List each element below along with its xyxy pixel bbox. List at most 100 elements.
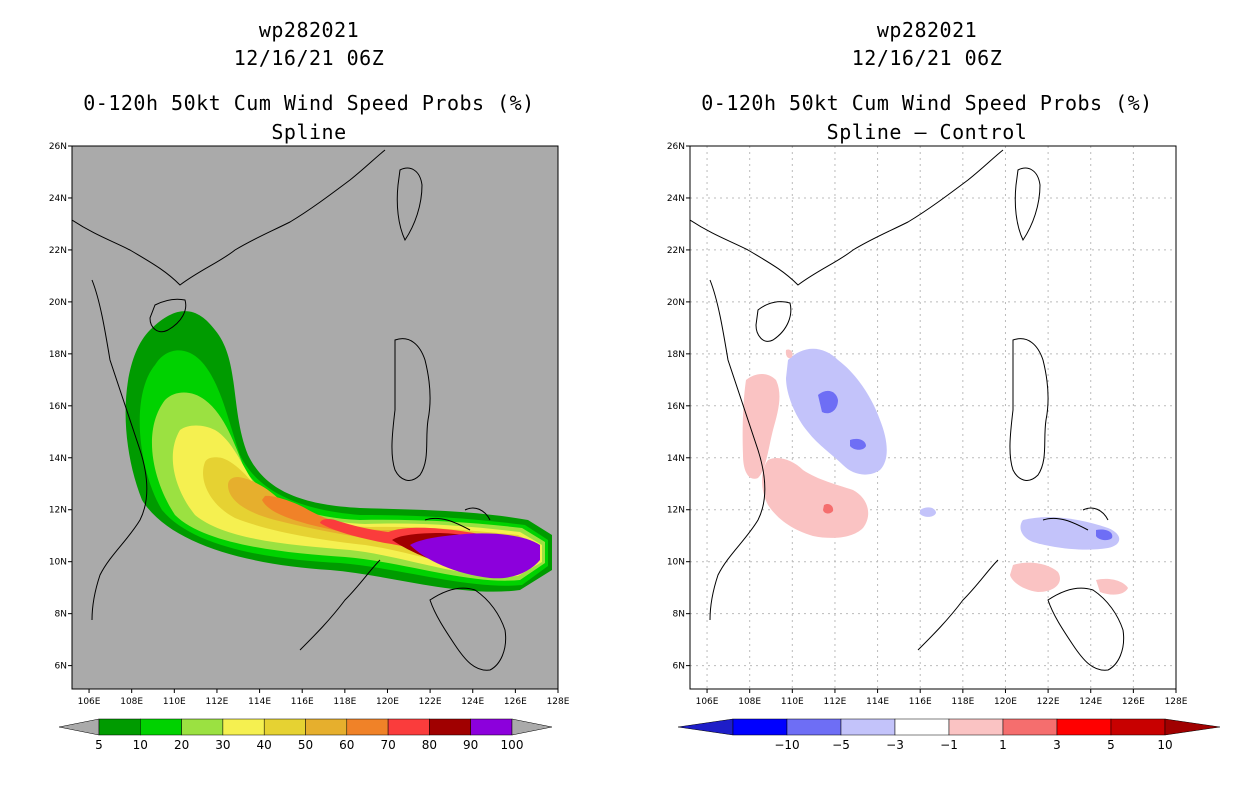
lon-tick-label: 128E bbox=[547, 697, 570, 707]
lat-tick-label: 20N bbox=[667, 298, 685, 308]
colorbar-label: −3 bbox=[886, 738, 904, 752]
lon-tick-label: 110E bbox=[163, 697, 186, 707]
prob-100 bbox=[410, 533, 540, 579]
lon-tick-label: 114E bbox=[866, 697, 889, 707]
lon-tick-label: 108E bbox=[120, 697, 143, 707]
colorbar-swatch bbox=[1110, 718, 1166, 736]
colorbar-label: 90 bbox=[463, 738, 478, 752]
colorbar-swatch bbox=[181, 718, 224, 736]
colorbar-label: 3 bbox=[1053, 738, 1061, 752]
lat-tick-label: 18N bbox=[667, 350, 685, 360]
lon-tick-label: 110E bbox=[781, 697, 804, 707]
lat-tick-label: 26N bbox=[49, 142, 67, 152]
lat-tick-label: 8N bbox=[673, 610, 685, 620]
diff-pos-3 bbox=[823, 503, 834, 514]
difference-contours bbox=[690, 149, 1128, 671]
product-title: 0-120h 50kt Cum Wind Speed Probs (%) bbox=[83, 91, 535, 115]
diff-neg-3c bbox=[1096, 529, 1113, 541]
lon-tick-label: 112E bbox=[824, 697, 847, 707]
colorbar-swatch bbox=[1002, 718, 1058, 736]
lat-tick-label: 24N bbox=[667, 194, 685, 204]
storm-id: wp282021 bbox=[258, 18, 360, 42]
colorbar-low-arrow bbox=[58, 718, 100, 736]
coastline bbox=[72, 149, 507, 671]
diff-pos-1d bbox=[1096, 578, 1128, 595]
lat-tick-label: 20N bbox=[49, 298, 67, 308]
colorbar-label: 10 bbox=[1157, 738, 1172, 752]
colorbar-label: 20 bbox=[174, 738, 189, 752]
axis-ticks: 106E 108E 110E 112E 114E 116E 118E 120E 122E 124E… bbox=[49, 142, 570, 707]
colorbar-label: −1 bbox=[940, 738, 958, 752]
axis-ticks: 106E 108E 110E 112E 114E 116E 118E 120E 122E 124E… bbox=[667, 142, 1188, 707]
colorbar-label: 80 bbox=[422, 738, 437, 752]
lon-tick-label: 126E bbox=[504, 697, 527, 707]
lon-tick-label: 116E bbox=[909, 697, 932, 707]
lon-tick-label: 116E bbox=[291, 697, 314, 707]
datetime: 12/16/21 06Z bbox=[233, 46, 385, 70]
probability-panel: wp282021 12/16/21 06Z 0-120h 50kt Cum Wi… bbox=[49, 18, 570, 752]
colorbar-label: 100 bbox=[501, 738, 524, 752]
lon-tick-label: 124E bbox=[1079, 697, 1102, 707]
lon-tick-label: 118E bbox=[951, 697, 974, 707]
lat-tick-label: 22N bbox=[49, 246, 67, 256]
datetime: 12/16/21 06Z bbox=[851, 46, 1003, 70]
diff-pos-1e bbox=[785, 349, 793, 359]
colorbar-swatch bbox=[894, 718, 950, 736]
diff-pos-1c bbox=[1010, 562, 1060, 592]
difference-colorbar: −10 −5 −3 −1 1 3 5 10 bbox=[677, 718, 1221, 752]
lat-tick-label: 24N bbox=[49, 194, 67, 204]
diff-neg-3 bbox=[818, 390, 838, 414]
colorbar-swatch bbox=[429, 718, 471, 736]
colorbar-swatch bbox=[98, 718, 141, 736]
colorbar-swatch bbox=[346, 718, 389, 736]
lon-tick-label: 112E bbox=[206, 697, 229, 707]
lat-tick-label: 10N bbox=[667, 558, 685, 568]
colorbar-low-arrow bbox=[677, 718, 734, 736]
coastline bbox=[690, 149, 1125, 671]
lat-tick-label: 6N bbox=[55, 662, 67, 672]
probability-contours bbox=[72, 149, 553, 671]
colorbar-label: 10 bbox=[133, 738, 148, 752]
colorbar-swatch bbox=[840, 718, 896, 736]
lat-tick-label: 22N bbox=[667, 246, 685, 256]
lat-tick-label: 14N bbox=[49, 454, 67, 464]
lat-tick-label: 10N bbox=[49, 558, 67, 568]
probability-map: 106E 108E 110E 112E 114E 116E 118E 120E 122E 124E… bbox=[49, 142, 570, 752]
colorbar-swatch bbox=[470, 718, 513, 736]
lon-tick-label: 120E bbox=[376, 697, 399, 707]
difference-map: 106E 108E 110E 112E 114E 116E 118E 120E 122E 124E… bbox=[667, 142, 1221, 752]
colorbar-swatch bbox=[140, 718, 182, 736]
diff-neg-1c bbox=[1020, 517, 1120, 550]
colorbar-swatch bbox=[222, 718, 265, 736]
colorbar-label: 70 bbox=[380, 738, 395, 752]
map-frame bbox=[71, 145, 559, 690]
product-title: 0-120h 50kt Cum Wind Speed Probs (%) bbox=[701, 91, 1153, 115]
map-frame bbox=[689, 145, 1177, 690]
lat-tick-label: 18N bbox=[49, 350, 67, 360]
colorbar-swatch bbox=[387, 718, 430, 736]
colorbar-label: 5 bbox=[1107, 738, 1115, 752]
colorbar-high-arrow bbox=[1164, 718, 1221, 736]
lat-tick-label: 16N bbox=[49, 402, 67, 412]
colorbar-label: 1 bbox=[999, 738, 1007, 752]
lat-tick-label: 12N bbox=[49, 506, 67, 516]
diff-neg-3b bbox=[850, 438, 866, 450]
probability-colorbar: 5 10 20 30 40 50 60 70 80 90 100 bbox=[58, 718, 553, 752]
colorbar-label: 5 bbox=[95, 738, 103, 752]
lon-tick-label: 106E bbox=[696, 697, 719, 707]
difference-panel: wp282021 12/16/21 06Z 0-120h 50kt Cum Wi… bbox=[618, 0, 1236, 800]
diff-neg-1b bbox=[920, 507, 936, 517]
lon-tick-label: 122E bbox=[419, 697, 442, 707]
lon-tick-label: 128E bbox=[1165, 697, 1188, 707]
colorbar-label: 30 bbox=[215, 738, 230, 752]
lon-tick-label: 124E bbox=[461, 697, 484, 707]
lat-tick-label: 8N bbox=[55, 610, 67, 620]
colorbar-swatch bbox=[786, 718, 842, 736]
colorbar-swatch bbox=[263, 718, 306, 736]
lon-tick-label: 106E bbox=[78, 697, 101, 707]
lat-tick-label: 6N bbox=[673, 662, 685, 672]
colorbar-swatch bbox=[732, 718, 788, 736]
lon-tick-label: 118E bbox=[333, 697, 356, 707]
lon-tick-label: 120E bbox=[994, 697, 1017, 707]
colorbar-swatch bbox=[305, 718, 348, 736]
